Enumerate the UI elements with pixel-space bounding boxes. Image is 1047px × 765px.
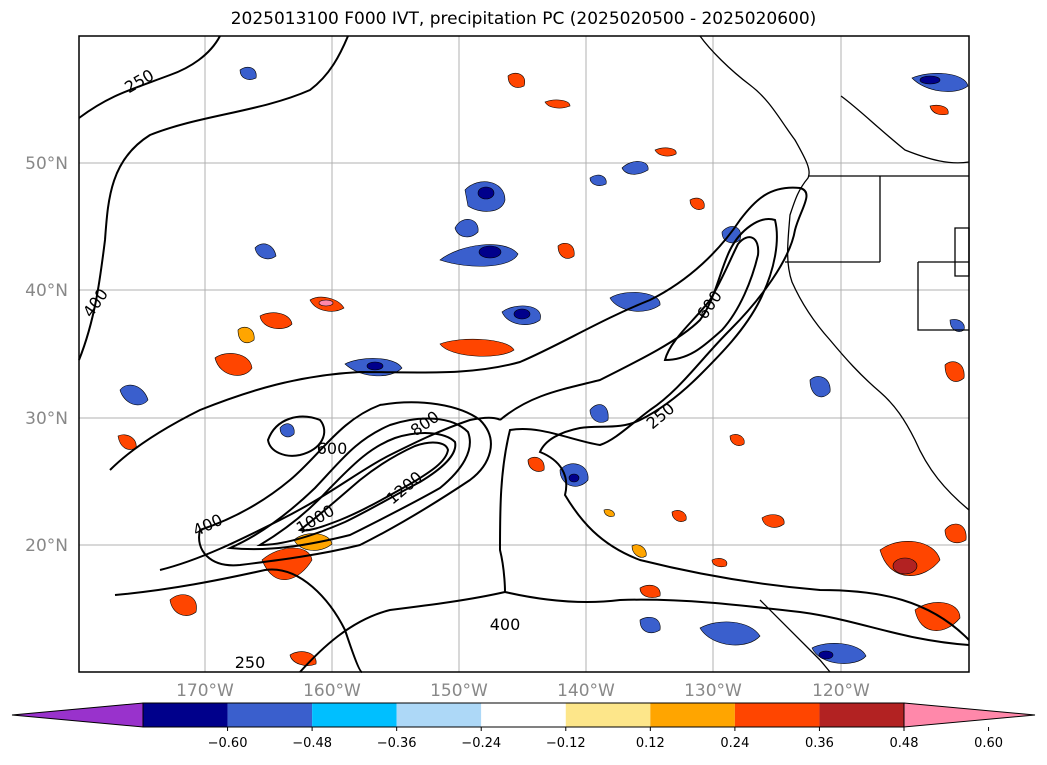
contour-800	[226, 417, 471, 551]
contour-600-blob	[266, 415, 326, 457]
graticule	[79, 36, 969, 672]
lon-label: 160°W	[303, 681, 361, 701]
longitude-labels: 170°W 160°W 150°W 140°W 130°W 120°W	[176, 681, 870, 701]
map-title: 2025013100 F000 IVT, precipitation PC (2…	[230, 9, 817, 29]
contour-1000	[256, 432, 457, 547]
contour-250-main	[109, 186, 970, 673]
colorbar-swatch	[734, 703, 820, 727]
contour-label: 600	[317, 439, 348, 458]
lat-label: 50°N	[25, 154, 68, 174]
colorbar-extend-high	[903, 702, 1036, 728]
colorbar-tick-label: 0.60	[974, 736, 1003, 751]
colorbar-swatch	[312, 703, 397, 727]
colorbar: −0.60 −0.48 −0.36 −0.24 −0.12 0.12 0.24 0.36 0.4…	[11, 702, 1036, 751]
map-frame	[78, 35, 970, 673]
contour-1200	[297, 441, 450, 532]
contour-600-inner	[663, 236, 760, 362]
colorbar-tick-label: −0.60	[208, 736, 248, 751]
contour-600-sw	[198, 401, 492, 567]
colorbar-swatch	[565, 703, 651, 727]
latitude-labels: 50°N 40°N 30°N 20°N	[25, 154, 68, 556]
colorbar-tick-label: −0.36	[377, 736, 417, 751]
ivt-contours	[78, 35, 970, 673]
colorbar-outline	[142, 702, 905, 728]
colorbar-tick-label: 0.24	[720, 736, 749, 751]
colorbar-tick-label: 0.36	[805, 736, 834, 751]
lon-label: 170°W	[176, 681, 234, 701]
contour-250-north	[78, 35, 221, 119]
lon-label: 140°W	[557, 681, 615, 701]
contour-400-east	[159, 218, 970, 641]
colorbar-tick-label: 0.48	[890, 736, 919, 751]
colorbar-tick-label: −0.48	[292, 736, 332, 751]
colorbar-swatch	[819, 703, 904, 727]
contour-400-west	[78, 35, 349, 361]
colorbar-swatch	[143, 703, 228, 727]
lon-label: 120°W	[812, 681, 870, 701]
lat-label: 40°N	[25, 281, 68, 301]
colorbar-swatch	[650, 703, 735, 727]
lon-label: 150°W	[430, 681, 488, 701]
colorbar-tick-label: −0.24	[461, 736, 501, 751]
lat-label: 30°N	[25, 409, 68, 429]
coastlines	[699, 35, 970, 673]
colorbar-extend-low	[11, 702, 144, 728]
contour-250-south	[299, 591, 506, 673]
colorbar-swatch	[481, 703, 566, 727]
colorbar-tick-label: −0.12	[546, 736, 586, 751]
negative-anomaly-blobs	[119, 66, 969, 664]
lat-label: 20°N	[25, 536, 68, 556]
lon-label: 130°W	[684, 681, 742, 701]
colorbar-swatch	[227, 703, 313, 727]
contour-label: 250	[235, 653, 266, 672]
colorbar-swatch	[396, 703, 482, 727]
colorbar-tick-label: 0.12	[636, 736, 665, 751]
map-panel	[79, 36, 969, 672]
contour-label: 400	[490, 615, 521, 634]
